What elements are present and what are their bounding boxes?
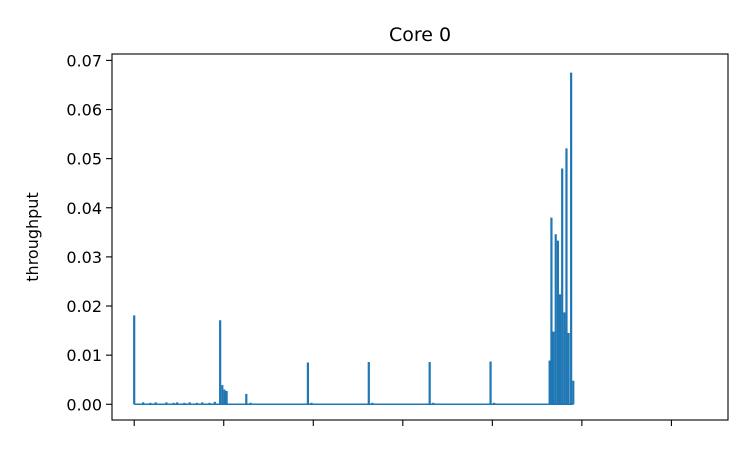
axes-frame [111, 53, 729, 421]
y-tick-label-3: 0.03 [66, 248, 102, 267]
y-tick-label-0: 0.00 [66, 395, 102, 414]
y-axis-label: throughput [23, 192, 42, 281]
y-tick-label-2: 0.02 [66, 297, 102, 316]
y-tick-label-5: 0.05 [66, 150, 102, 169]
plot-area [111, 53, 729, 421]
y-axis: 0.00 0.01 0.02 0.03 0.04 0.05 0.06 0.07 [66, 51, 112, 414]
y-tick-label-1: 0.01 [66, 346, 102, 365]
y-tick-label-4: 0.04 [66, 199, 102, 218]
series-layer [133, 72, 575, 406]
series-0 [133, 72, 575, 406]
x-axis [133, 420, 672, 426]
y-tick-label-6: 0.06 [66, 101, 102, 120]
axes-background [112, 54, 728, 420]
chart-title: Core 0 [389, 24, 451, 46]
y-tick-label-7: 0.07 [66, 51, 102, 70]
